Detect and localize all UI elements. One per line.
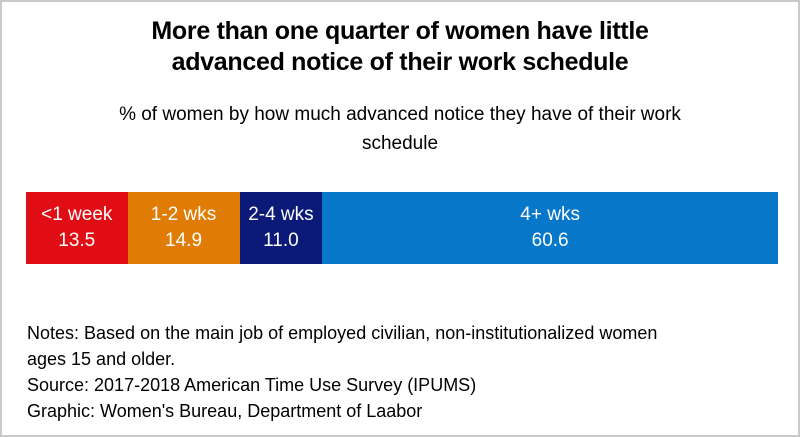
bar-segment-2-4-wks: 2-4 wks 11.0 [239,192,323,264]
footnote-line: Graphic: Women's Bureau, Department of L… [27,401,423,421]
footnotes: Notes: Based on the main job of employed… [27,320,774,424]
footnote-line: Source: 2017-2018 American Time Use Surv… [27,375,477,395]
segment-value: 60.6 [531,230,569,251]
segment-value: 11.0 [263,230,299,251]
segment-label: 1-2 wks [150,204,217,225]
chart-subtitle: % of women by how much advanced notice t… [2,100,798,158]
chart-subtitle-line-1: % of women by how much advanced notice t… [119,104,681,125]
footnote-line: ages 15 and older. [27,349,176,369]
bar-segment-1-2-wks: 1-2 wks 14.9 [127,192,240,264]
bar-segment-4-plus-wks: 4+ wks 60.6 [322,192,778,264]
chart-subtitle-line-2: schedule [361,133,439,154]
chart-title: More than one quarter of women have litt… [2,16,798,78]
chart-title-line-1: More than one quarter of women have litt… [151,17,649,45]
segment-value: 14.9 [165,230,203,251]
footnote-line: Notes: Based on the main job of employed… [27,323,658,343]
bar-segment-lt-1-week: <1 week 13.5 [26,192,128,264]
chart-title-line-2: advanced notice of their work schedule [171,48,629,76]
segment-label: 4+ wks [520,204,580,225]
stacked-bar: <1 week 13.5 1-2 wks 14.9 2-4 wks 11.0 4+ wks 6… [26,192,778,264]
segment-label: <1 week [41,204,113,225]
segment-value: 13.5 [58,230,96,251]
segment-label: 2-4 wks [248,204,314,225]
